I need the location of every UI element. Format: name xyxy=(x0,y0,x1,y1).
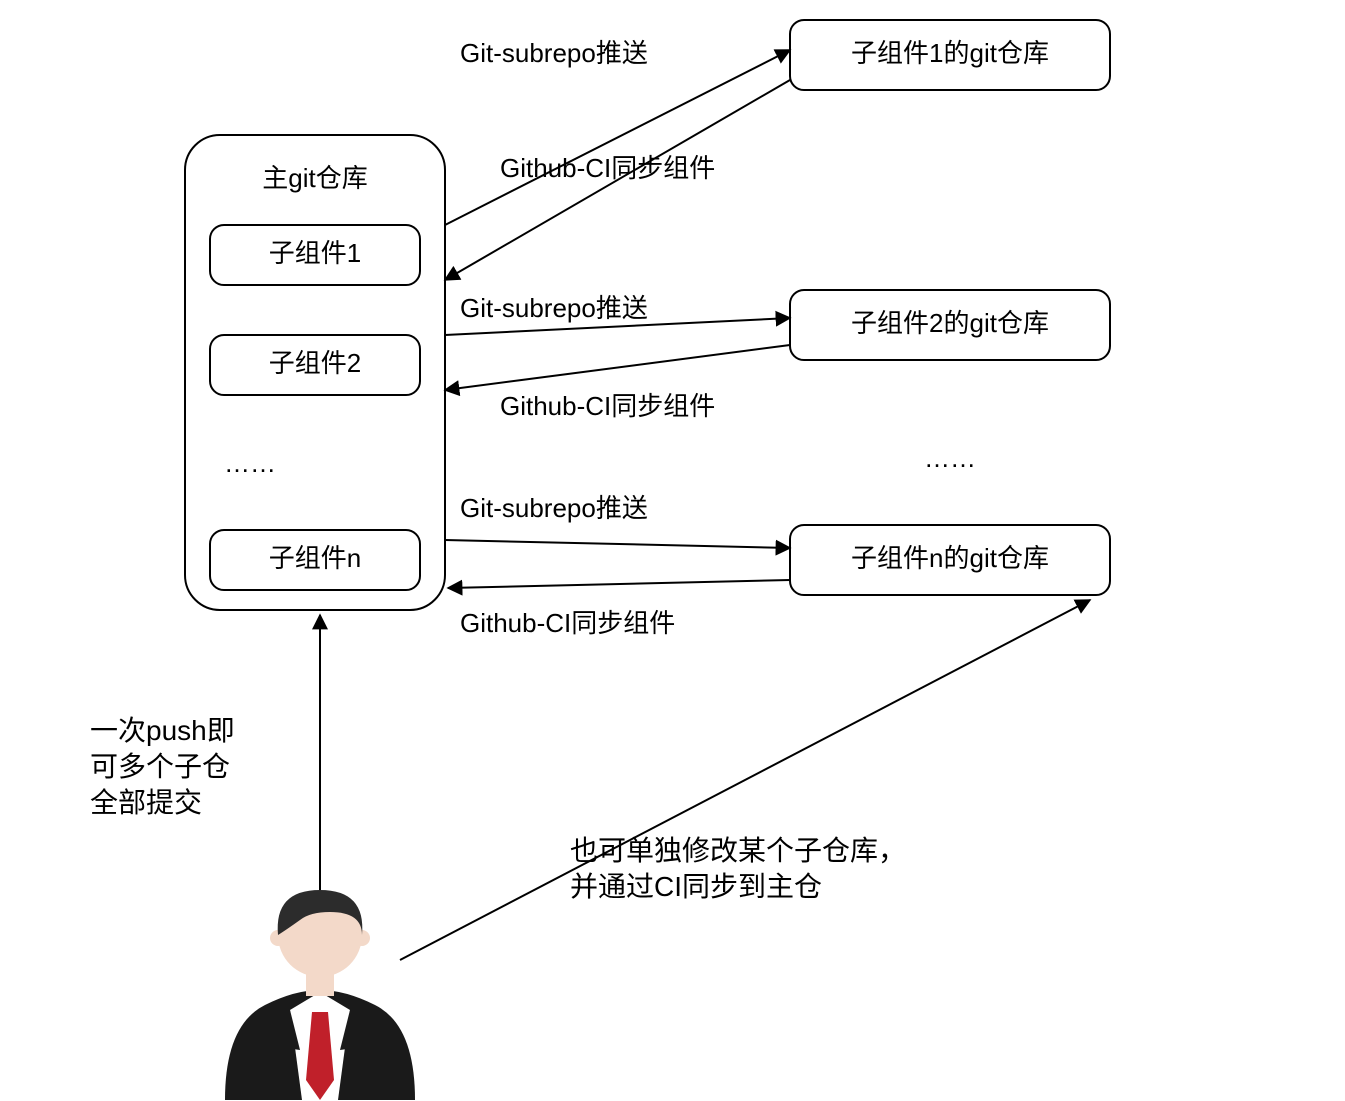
note-right-line-1: 并通过CI同步到主仓 xyxy=(570,871,822,902)
edge-5 xyxy=(448,580,790,588)
sub-repo-label-2: 子组件n的git仓库 xyxy=(851,543,1049,573)
sub-repo-label-0: 子组件1的git仓库 xyxy=(851,38,1049,68)
edge-label-5: Github-CI同步组件 xyxy=(460,608,675,638)
edge-label-1: Github-CI同步组件 xyxy=(500,153,715,183)
edge-label-3: Github-CI同步组件 xyxy=(500,391,715,421)
edge-label-4: Git-subrepo推送 xyxy=(460,493,648,523)
main-repo-item-label-2: 子组件n xyxy=(269,543,361,573)
note-right-line-0: 也可单独修改某个子仓库， xyxy=(570,835,906,866)
note-left-line-1: 可多个子仓 xyxy=(90,751,230,782)
person-icon xyxy=(225,890,415,1100)
edge-0 xyxy=(445,50,790,225)
main-repo-title: 主git仓库 xyxy=(262,163,367,193)
sub-repo-label-1: 子组件2的git仓库 xyxy=(851,308,1049,338)
edge-3 xyxy=(445,345,790,390)
note-left-line-0: 一次push即 xyxy=(90,715,235,746)
edge-7 xyxy=(400,600,1090,960)
main-repo-item-label-0: 子组件1 xyxy=(269,238,361,268)
sub-repos-ellipsis: …… xyxy=(924,443,976,473)
main-repo-item-label-1: 子组件2 xyxy=(269,348,361,378)
edge-4 xyxy=(445,540,790,548)
edge-label-0: Git-subrepo推送 xyxy=(460,38,648,68)
note-left-line-2: 全部提交 xyxy=(90,787,202,818)
main-repo-ellipsis: …… xyxy=(224,448,276,478)
edge-label-2: Git-subrepo推送 xyxy=(460,293,648,323)
